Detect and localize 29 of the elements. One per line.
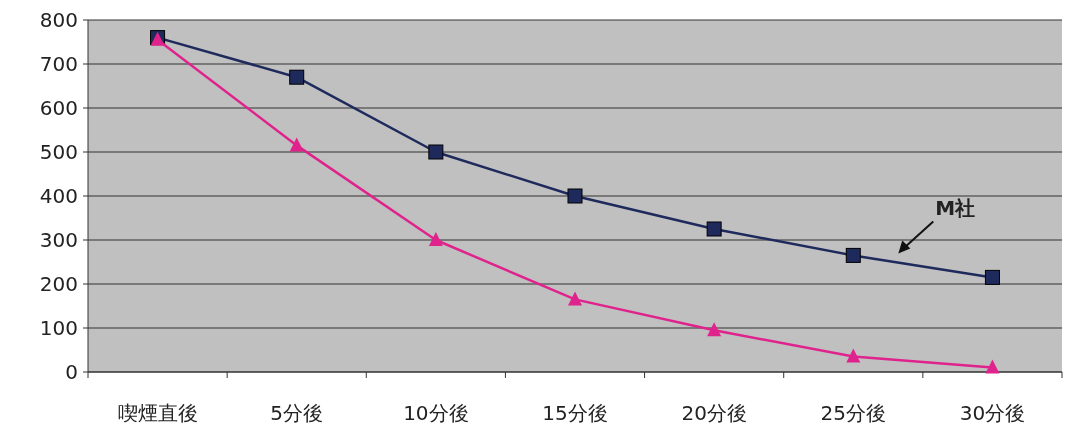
point xyxy=(428,232,443,246)
point xyxy=(845,247,861,263)
point xyxy=(984,269,1000,285)
y-tick-label: 800 xyxy=(39,8,78,32)
y-tick-label: 200 xyxy=(39,272,78,296)
text: M社 xyxy=(935,196,976,221)
point xyxy=(289,69,305,85)
x-tick-label: 30分後 xyxy=(959,401,1026,425)
x-tick-label: 25分後 xyxy=(820,401,887,425)
x-tick-label: 喫煙直後 xyxy=(117,401,198,425)
y-tick-label: 300 xyxy=(39,228,78,252)
point xyxy=(568,291,582,306)
y-tick-label: 0 xyxy=(65,360,78,384)
point xyxy=(985,359,1000,374)
point xyxy=(707,322,722,337)
x-tick-label: 5分後 xyxy=(270,401,324,425)
point xyxy=(428,144,444,160)
point xyxy=(846,348,861,363)
y-tick-label: 400 xyxy=(39,184,78,208)
y-tick-label: 100 xyxy=(39,316,78,340)
y-tick-label: 600 xyxy=(39,96,78,120)
point xyxy=(706,221,722,237)
point xyxy=(567,188,583,204)
x-tick-label: 15分後 xyxy=(542,401,608,425)
y-tick-label: 500 xyxy=(39,140,78,164)
point xyxy=(289,137,304,152)
y-tick-label: 700 xyxy=(39,52,78,76)
x-tick-label: 20分後 xyxy=(681,401,747,425)
x-tick-label: 10分後 xyxy=(403,401,469,425)
